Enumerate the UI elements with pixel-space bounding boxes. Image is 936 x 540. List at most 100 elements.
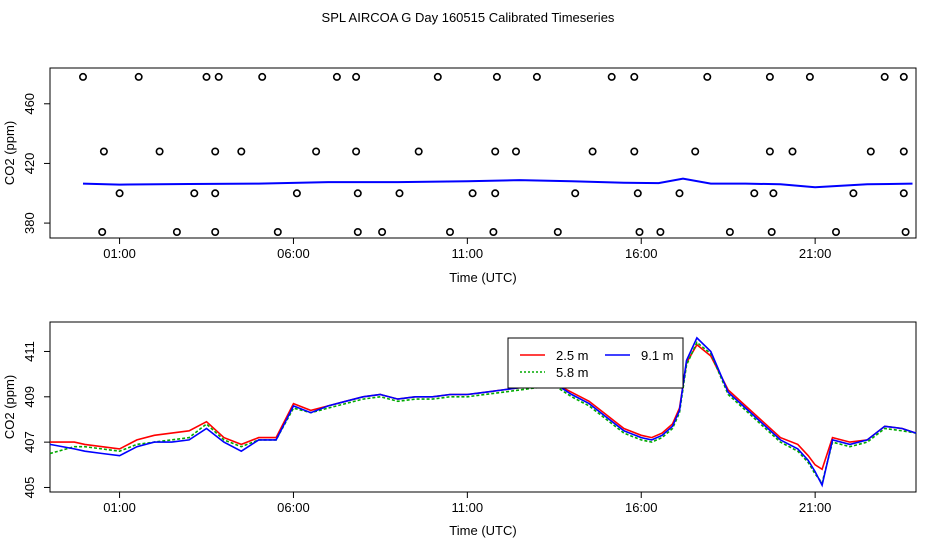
data-point [788,147,797,156]
data-point [134,72,143,81]
data-point [258,72,267,81]
data-point [352,147,361,156]
data-point [691,147,700,156]
x-tick-label: 11:00 [452,500,484,515]
top-y-axis-label: CO2 (ppm) [2,121,17,185]
data-point [98,228,107,237]
data-point [769,189,778,198]
data-point [79,72,88,81]
top-plot-frame [49,67,917,239]
data-point [899,147,908,156]
chart-title: SPL AIRCOA G Day 160515 Calibrated Times… [322,10,615,25]
data-point [332,72,341,81]
y-tick-label: 405 [22,477,37,499]
bottom-plot-marks [49,336,917,488]
top-y-axis: 380 420 460 [22,93,50,234]
data-point [831,228,840,237]
legend-label-2-5m: 2.5 m [556,348,589,363]
reference-line [82,177,913,189]
data-point [630,147,639,156]
data-point [172,228,181,237]
data-point [765,147,774,156]
bottom-plot-frame [49,321,917,493]
bottom-x-axis-label: Time (UTC) [449,523,516,538]
data-point [767,228,776,237]
data-point [901,228,910,237]
y-tick-label: 407 [22,431,37,453]
data-point [115,189,124,198]
data-point [553,228,562,237]
data-point [414,147,423,156]
data-point [353,189,362,198]
data-point [607,72,616,81]
data-point [765,72,774,81]
series-line-2-5-m [50,343,917,471]
x-tick-label: 21:00 [799,500,832,515]
data-point [352,72,361,81]
x-tick-label: 21:00 [799,246,832,261]
data-point [532,72,541,81]
legend-box [507,337,684,389]
data-point [675,189,684,198]
data-point [378,228,387,237]
bottom-panel: 01:00 06:00 11:00 16:00 21:00 405 407 409 411 T… [2,321,917,538]
legend-label-9-1m: 9.1 m [641,348,674,363]
top-x-axis-label: Time (UTC) [449,270,516,285]
data-point [292,189,301,198]
data-point [571,189,580,198]
bottom-y-axis-label: CO2 (ppm) [2,375,17,439]
data-point [725,228,734,237]
data-point [489,228,498,237]
x-tick-label: 06:00 [277,500,310,515]
y-tick-label: 420 [22,153,37,175]
legend-label-5-8m: 5.8 m [556,365,589,380]
bottom-x-axis: 01:00 06:00 11:00 16:00 21:00 [103,492,831,515]
data-point [491,147,500,156]
data-point [899,189,908,198]
x-tick-label: 16:00 [625,500,658,515]
top-x-axis: 01:00 06:00 11:00 16:00 21:00 [103,238,831,261]
x-tick-label: 11:00 [452,246,484,261]
data-point [866,147,875,156]
data-point [468,189,477,198]
x-tick-label: 01:00 [103,246,136,261]
data-point [633,189,642,198]
series-line-5-8-m [49,341,917,485]
data-point [656,228,665,237]
data-point [491,189,500,198]
x-tick-label: 16:00 [625,246,658,261]
data-point [155,147,164,156]
data-point [433,72,442,81]
top-plot-marks [79,72,913,237]
data-point [211,189,220,198]
y-tick-label: 411 [22,341,37,362]
data-point [492,72,501,81]
data-point [211,147,220,156]
x-tick-label: 01:00 [103,500,136,515]
data-point [214,72,223,81]
data-point [273,228,282,237]
data-point [899,72,908,81]
data-point [511,147,520,156]
data-point [202,72,211,81]
data-point [312,147,321,156]
data-point [849,189,858,198]
data-point [630,72,639,81]
data-point [99,147,108,156]
data-point [805,72,814,81]
legend: 2.5 m 5.8 m 9.1 m [507,337,684,389]
data-point [190,189,199,198]
y-tick-label: 409 [22,386,37,408]
series-line-9-1-m [49,336,917,488]
data-point [880,72,889,81]
data-point [703,72,712,81]
top-panel: 01:00 06:00 11:00 16:00 21:00 380 420 460 Time… [2,67,917,285]
data-point [750,189,759,198]
data-point [211,228,220,237]
y-tick-label: 380 [22,212,37,234]
data-point [445,228,454,237]
data-point [353,228,362,237]
x-tick-label: 06:00 [277,246,310,261]
data-point [588,147,597,156]
